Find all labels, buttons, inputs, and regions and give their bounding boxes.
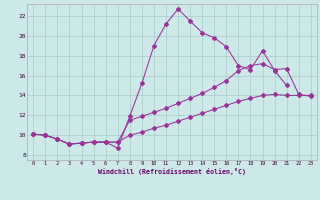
X-axis label: Windchill (Refroidissement éolien,°C): Windchill (Refroidissement éolien,°C) xyxy=(98,168,246,175)
